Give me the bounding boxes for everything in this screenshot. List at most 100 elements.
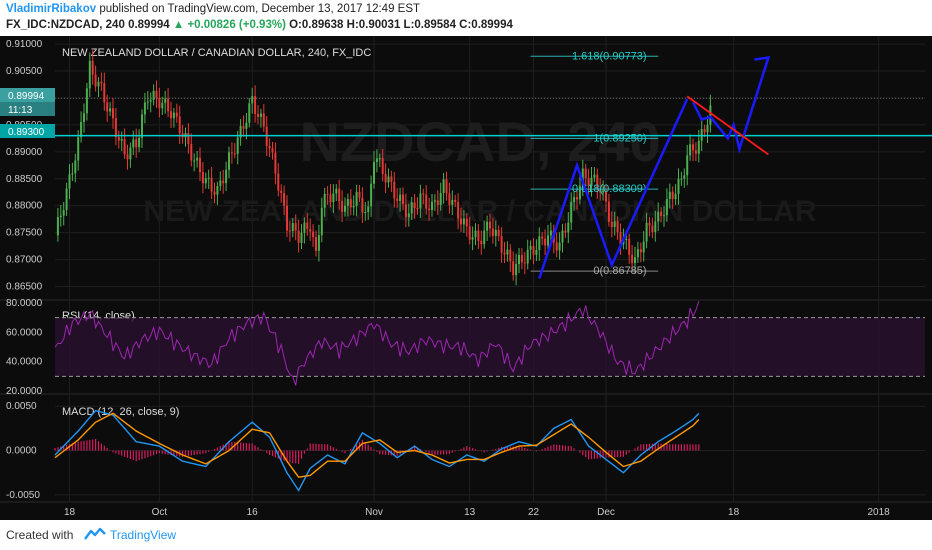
candle-body (433, 200, 436, 202)
candle-body (428, 208, 431, 211)
candle-body (138, 137, 141, 148)
candle-body (277, 173, 280, 191)
candle-body (384, 174, 387, 183)
published-text: published on TradingView.com, December 1… (99, 3, 421, 15)
candle-body (436, 200, 439, 205)
candle-body (190, 143, 193, 161)
candle-body (68, 174, 71, 189)
candle-body (335, 188, 338, 194)
publish-info: VladimirRibakov published on TradingView… (6, 3, 420, 15)
candle-body (578, 185, 581, 200)
candle-body (668, 191, 671, 200)
candle-body (654, 221, 657, 233)
y-tick-label: 0.88000 (6, 201, 43, 212)
candle-body (349, 199, 352, 208)
macd-y-tick-label: -0.0050 (6, 490, 40, 501)
x-tick-label: Oct (152, 507, 168, 518)
author-link[interactable]: VladimirRibakov (6, 3, 97, 15)
x-tick-label: 18 (728, 507, 740, 518)
candle-body (457, 201, 460, 219)
candle-body (381, 158, 384, 175)
candle-body (671, 191, 674, 200)
fib-level-label: 1.618(0.90773) (572, 50, 647, 62)
chart-area[interactable]: NZDCAD, 240 NEW ZEALAND DOLLAR / CANADIA… (0, 36, 932, 520)
candle-body (71, 173, 74, 175)
candle-body (692, 144, 694, 151)
candle-body (628, 238, 631, 255)
candle-body (306, 222, 309, 230)
candle-body (439, 192, 442, 205)
candle-body (193, 160, 196, 162)
tradingview-brand[interactable]: TradingView (110, 528, 177, 542)
candle-body (657, 211, 660, 222)
candle-body (520, 254, 523, 263)
candle-body (317, 235, 320, 251)
macd-y-tick-label: 0.0000 (6, 446, 37, 457)
candle-body (120, 139, 123, 141)
watermark-symbol: NZDCAD, 240 (300, 110, 661, 173)
candle-body (471, 237, 474, 240)
candle-body (91, 60, 94, 75)
tradingview-logo-icon (84, 527, 106, 540)
candle-body (396, 198, 399, 201)
candle-body (56, 217, 59, 236)
candle-body (85, 88, 88, 114)
candle-body (103, 83, 106, 103)
candle-body (59, 215, 62, 218)
ohlc-values: O:0.89638 H:0.90031 L:0.89584 C:0.89994 (289, 19, 513, 31)
candle-body (706, 124, 709, 133)
candle-body (619, 232, 622, 245)
y-tick-label: 0.89000 (6, 147, 43, 158)
candle-body (547, 235, 549, 246)
candle-body (523, 262, 526, 264)
symbol-info: FX_IDC:NZDCAD, 240 0.89994 ▲ +0.00826 (+… (6, 19, 513, 31)
x-tick-label: Dec (597, 507, 615, 518)
candle-body (225, 169, 228, 184)
candle-body (146, 101, 149, 103)
candle-body (297, 230, 300, 243)
candle-body (674, 193, 677, 200)
candle-body (689, 144, 692, 156)
change-up-icon: ▲ (172, 19, 185, 31)
candle-body (346, 199, 349, 206)
candle-body (645, 222, 648, 242)
candle-body (642, 241, 645, 253)
candle-body (613, 221, 616, 227)
candle-body (512, 261, 515, 276)
countdown-label: 11:13 (8, 105, 33, 116)
candle-body (233, 153, 236, 155)
y-tick-label: 0.87500 (6, 228, 43, 239)
candle-body (393, 181, 396, 199)
candle-body (491, 228, 494, 236)
x-tick-label: Nov (365, 507, 383, 518)
x-tick-label: 18 (64, 507, 76, 518)
candle-body (483, 230, 486, 245)
candle-body (288, 230, 291, 232)
candle-body (216, 186, 219, 195)
candle-body (262, 113, 265, 127)
candle-body (665, 199, 668, 216)
candle-body (561, 230, 564, 243)
candle-body (106, 102, 109, 112)
candle-body (172, 112, 175, 119)
candle-body (663, 215, 665, 217)
candle-body (529, 246, 532, 250)
candle-body (680, 178, 683, 180)
candle-body (271, 148, 274, 153)
candle-body (88, 60, 91, 89)
candle-body (535, 250, 538, 255)
candle-body (500, 236, 503, 253)
candle-body (341, 201, 344, 212)
chart-canvas[interactable]: NZDCAD, 240 NEW ZEALAND DOLLAR / CANADIA… (0, 36, 932, 520)
candle-body (268, 145, 271, 149)
candle-body (610, 221, 613, 227)
candle-body (280, 190, 283, 194)
candle-body (506, 249, 509, 255)
candle-body (352, 205, 355, 208)
candle-body (312, 231, 315, 238)
candle-body (141, 114, 143, 138)
candle-body (477, 230, 480, 241)
candle-body (549, 230, 552, 236)
candle-body (607, 201, 610, 222)
candle-body (570, 202, 573, 223)
